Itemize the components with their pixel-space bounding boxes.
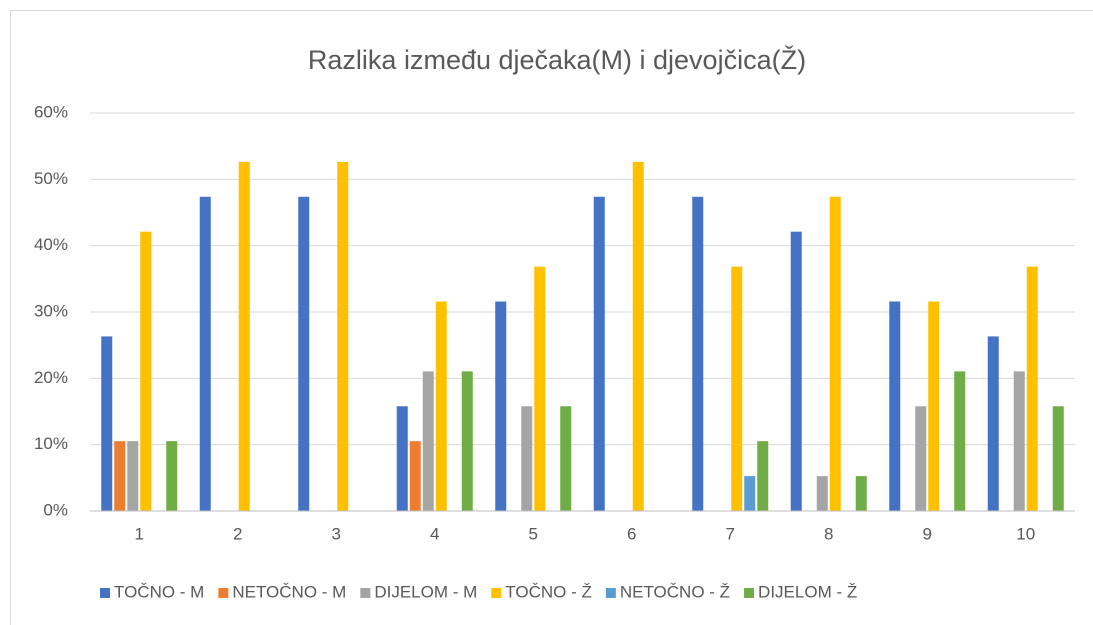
chart-title: Razlika između dječaka(M) i djevojčica(Ž… <box>308 44 806 75</box>
bar <box>928 301 940 511</box>
bar <box>337 161 349 511</box>
y-tick-label: 60% <box>34 102 68 121</box>
x-tick-label: 6 <box>627 524 636 543</box>
bar <box>954 371 966 511</box>
legend-label: NETOČNO - M <box>232 582 346 601</box>
bar <box>593 196 605 512</box>
bar <box>461 371 473 511</box>
bar <box>889 301 901 511</box>
legend-label: DIJELOM - Ž <box>758 582 857 601</box>
x-tick-label: 7 <box>726 524 735 543</box>
bar <box>422 371 434 511</box>
x-tick-label: 5 <box>529 524 538 543</box>
y-tick-label: 0% <box>43 500 68 519</box>
y-tick-label: 50% <box>34 169 68 188</box>
legend-label: TOČNO - Ž <box>505 582 592 601</box>
bar <box>829 196 841 512</box>
bar <box>409 441 421 511</box>
bar <box>199 196 211 512</box>
bar <box>757 441 769 511</box>
bar <box>238 161 250 511</box>
legend-swatch <box>744 588 755 598</box>
y-tick-label: 40% <box>34 235 68 254</box>
bar <box>140 231 152 511</box>
bar <box>166 441 178 511</box>
x-tick-label: 1 <box>135 524 144 543</box>
legend-swatch <box>100 588 110 598</box>
y-tick-label: 20% <box>34 368 68 387</box>
bar <box>987 336 999 511</box>
bar <box>114 441 126 511</box>
bar <box>127 441 139 511</box>
legend-swatch <box>218 588 229 598</box>
bar <box>101 336 113 511</box>
y-tick-label: 10% <box>34 434 68 453</box>
bar <box>744 476 756 511</box>
y-tick-label: 30% <box>34 301 68 320</box>
x-tick-label: 4 <box>430 524 439 543</box>
x-tick-label: 10 <box>1016 524 1035 543</box>
legend-swatch <box>360 588 371 598</box>
bar <box>816 476 828 511</box>
bar <box>560 406 572 511</box>
bar <box>396 406 408 511</box>
bar <box>534 266 546 511</box>
legend-swatch <box>491 588 502 598</box>
legend-swatch <box>605 588 616 598</box>
x-tick-label: 3 <box>332 524 341 543</box>
bar <box>1013 371 1025 511</box>
bar <box>1052 406 1064 511</box>
legend-label: DIJELOM - M <box>374 582 477 601</box>
bar <box>731 266 743 511</box>
bar <box>1026 266 1038 511</box>
bar <box>915 406 927 511</box>
x-tick-label: 9 <box>923 524 932 543</box>
bar <box>298 196 310 512</box>
legend-label: TOČNO - M <box>114 582 204 601</box>
legend-label: NETOČNO - Ž <box>620 582 730 601</box>
x-tick-label: 2 <box>233 524 242 543</box>
x-tick-label: 8 <box>824 524 833 543</box>
bar <box>692 196 704 512</box>
bar <box>521 406 533 511</box>
bar <box>495 301 507 511</box>
bar <box>855 476 867 511</box>
bar <box>632 161 644 511</box>
bar <box>435 301 447 511</box>
bar <box>790 231 802 511</box>
